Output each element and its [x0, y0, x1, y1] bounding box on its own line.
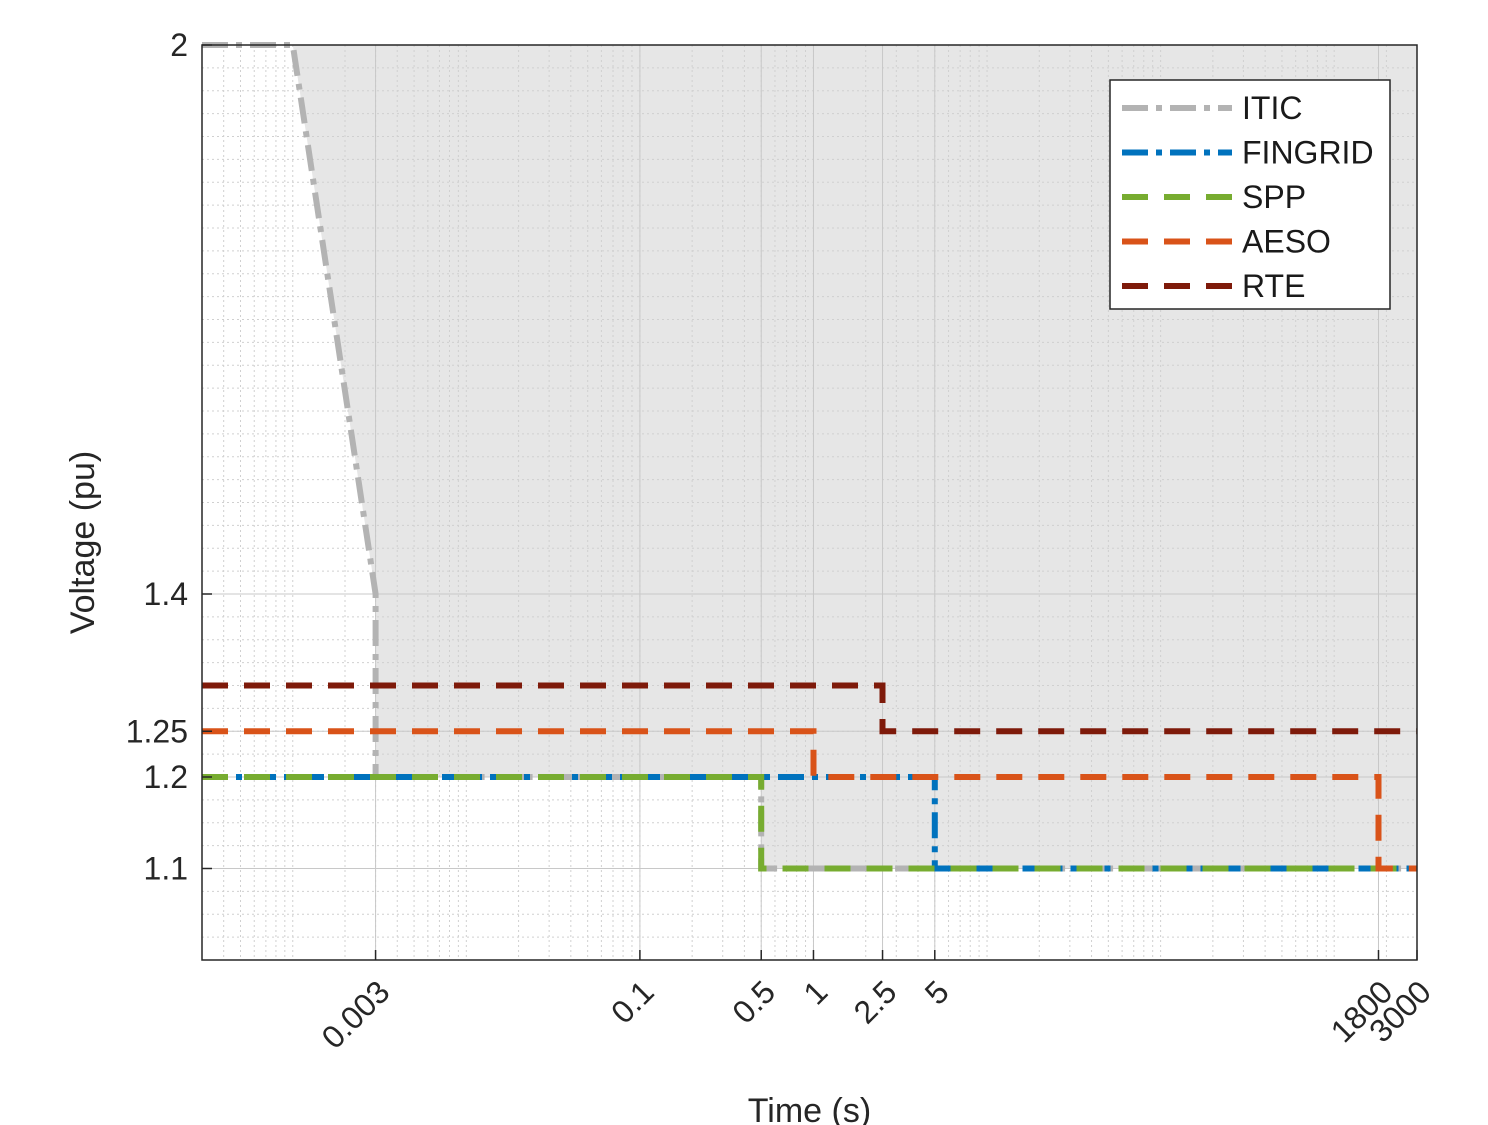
- x-axis-label: Time (s): [748, 1092, 871, 1125]
- legend-label-spp: SPP: [1242, 179, 1306, 215]
- series-line-spp: [202, 774, 1417, 872]
- legend: ITIC FINGRID SPP AESO RTE: [1109, 79, 1391, 310]
- axis-ticks: [202, 44, 1418, 960]
- legend-label-fingrid: FINGRID: [1242, 135, 1374, 171]
- legend-box: [1109, 79, 1391, 310]
- y-tick-label: 1.25: [126, 713, 188, 749]
- series-line-aeso: [202, 728, 1417, 872]
- y-tick-label: 1.2: [144, 759, 188, 795]
- y-tick-label: 1.4: [144, 576, 188, 612]
- y-tick-label: 1.1: [144, 851, 188, 887]
- legend-label-aeso: AESO: [1242, 224, 1331, 260]
- legend-label-rte: RTE: [1242, 268, 1305, 304]
- y-tick-label: 2: [170, 27, 188, 63]
- legend-label-itic: ITIC: [1242, 90, 1302, 126]
- series-line-rte: [202, 682, 1417, 735]
- plot-area-frame: [201, 44, 1418, 961]
- y-axis-label: Voltage (pu): [64, 451, 102, 634]
- series-layer: [202, 42, 1417, 872]
